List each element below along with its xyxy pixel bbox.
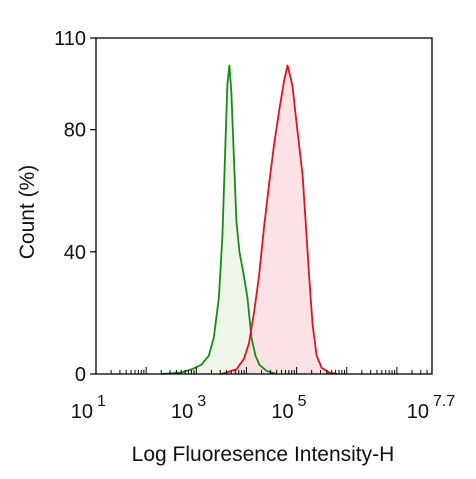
- y-axis-title: Count (%): [16, 165, 39, 260]
- x-tick-label-base: 10: [171, 401, 193, 423]
- x-tick-label-exponent: 5: [298, 393, 307, 410]
- x-tick-label-base: 10: [271, 401, 293, 423]
- y-tick-label: 80: [64, 120, 86, 142]
- series-fills: [161, 65, 337, 375]
- x-tick-label-exponent: 7.7: [433, 393, 455, 410]
- series-1-line: [161, 64, 277, 375]
- series-1-fill: [161, 65, 277, 375]
- plot-frame: [95, 37, 433, 375]
- series-lines: [161, 64, 337, 375]
- y-tick-label: 40: [64, 242, 86, 264]
- x-tick-label-exponent: 1: [97, 393, 106, 410]
- series-2-fill: [221, 65, 337, 375]
- y-tick-label: 0: [75, 364, 86, 386]
- y-tick-label: 110: [54, 28, 86, 50]
- axes: [95, 37, 433, 375]
- x-axis-title: Log Fluoresence Intensity-H: [132, 443, 395, 466]
- x-tick-label-base: 10: [407, 401, 429, 423]
- x-tick-label-base: 10: [71, 401, 93, 423]
- tick-marks: [90, 37, 433, 375]
- x-tick-label-exponent: 3: [197, 393, 206, 410]
- series-2-line: [221, 64, 337, 375]
